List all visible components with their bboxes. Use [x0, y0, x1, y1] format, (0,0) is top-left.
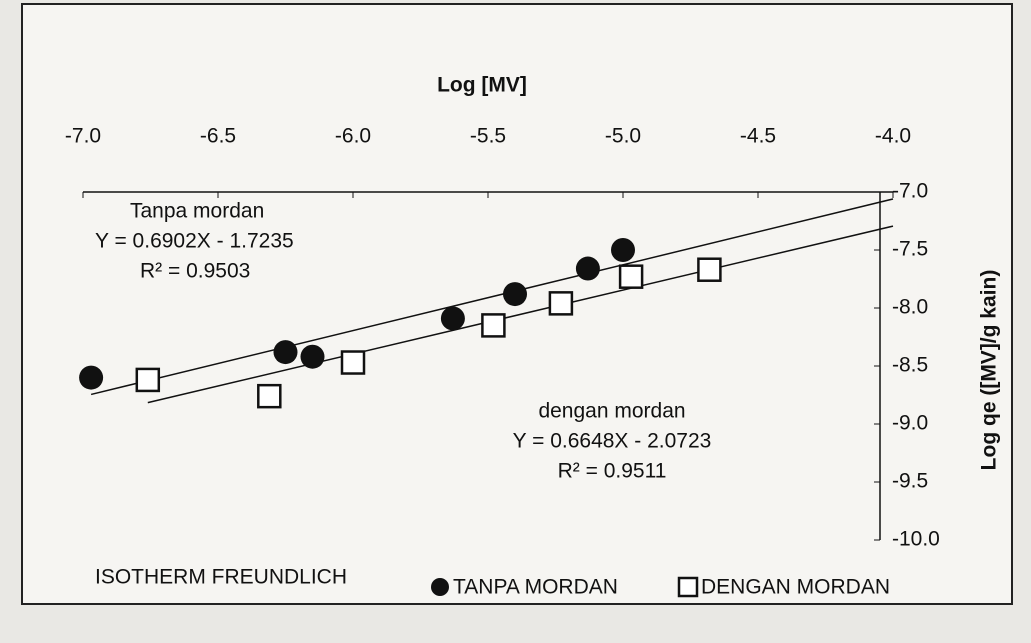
point [618, 264, 644, 289]
annotation: Y = 0.6648X - 2.0723 [513, 430, 712, 453]
point [300, 344, 325, 369]
point [273, 340, 298, 365]
annotation: R² = 0.9511 [558, 460, 667, 483]
point [575, 256, 600, 281]
annotation: R² = 0.9503 [140, 260, 250, 283]
legend-marker [431, 578, 449, 596]
y-tick-label: -9.5 [892, 470, 928, 493]
point [548, 291, 574, 316]
x-tick-label: -7.0 [65, 125, 101, 148]
point [481, 313, 506, 338]
legend-marker [677, 576, 699, 598]
x-tick-label: -6.5 [200, 125, 236, 148]
point [697, 257, 722, 282]
trendline [147, 225, 894, 404]
y-tick-label: -7.0 [892, 180, 928, 203]
y-tick-label: -8.0 [892, 296, 928, 319]
y-tick-label: -8.5 [892, 354, 928, 377]
y-tick-label: -10.0 [892, 528, 940, 551]
trendline [90, 198, 894, 396]
annotation: dengan mordan [538, 400, 685, 423]
y-tick-label: -9.0 [892, 412, 928, 435]
legend-label: DENGAN MORDAN [701, 576, 890, 599]
point [440, 306, 465, 331]
annotation: Tanpa mordan [130, 200, 264, 223]
point [611, 238, 635, 262]
point [503, 282, 527, 307]
annotation: Y = 0.6902X - 1.7235 [95, 230, 294, 253]
x-tick-label: -4.5 [740, 125, 776, 148]
point [79, 365, 104, 390]
y-tick-label: -7.5 [892, 238, 928, 261]
point [135, 367, 161, 393]
x-tick-label: -4.0 [875, 125, 911, 148]
x-tick-label: -5.0 [605, 125, 641, 148]
x-tick-label: -6.0 [335, 125, 371, 148]
point [340, 350, 366, 375]
x-tick-label: -5.5 [470, 125, 506, 148]
x-axis-label: Log [MV] [437, 74, 527, 97]
legend-label: TANPA MORDAN [453, 576, 618, 599]
point [257, 383, 282, 409]
y-axis-label: Log qe ([MV]/g kain) [978, 270, 1001, 471]
chart-title: ISOTHERM FREUNDLICH [95, 566, 347, 589]
